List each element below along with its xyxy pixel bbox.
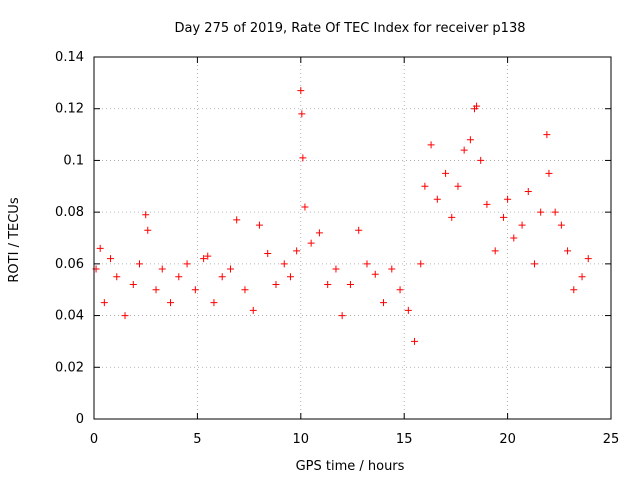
data-point xyxy=(297,87,305,95)
data-point xyxy=(504,195,512,203)
data-point xyxy=(483,200,491,208)
y-tick-label: 0.12 xyxy=(55,102,84,117)
data-point xyxy=(396,286,404,294)
data-point xyxy=(460,146,468,154)
data-point xyxy=(578,273,586,281)
data-point xyxy=(338,312,346,320)
y-tick-label: 0.06 xyxy=(55,257,84,272)
y-tick-label: 0.14 xyxy=(55,50,84,65)
data-point xyxy=(454,182,462,190)
chart-title: Day 275 of 2019, Rate Of TEC Index for r… xyxy=(175,21,526,36)
data-point xyxy=(315,229,323,237)
data-point xyxy=(355,226,363,234)
data-point xyxy=(510,234,518,242)
data-point xyxy=(537,208,545,216)
data-point xyxy=(121,312,129,320)
data-point xyxy=(543,131,551,139)
data-point xyxy=(404,306,412,314)
y-axis-label: ROTI / TECUs xyxy=(7,197,22,282)
y-tick-label: 0 xyxy=(76,412,84,427)
data-point xyxy=(530,260,538,268)
data-points xyxy=(92,87,592,345)
axis-ticks: 0 0.02 0.04 0.06 0.08 0.1 0.12 0.14 0 5 10 15 20 25 xyxy=(55,50,619,447)
data-point xyxy=(200,255,208,263)
data-point xyxy=(218,273,226,281)
data-point xyxy=(421,182,429,190)
data-point xyxy=(293,247,301,255)
x-axis-label: GPS time / hours xyxy=(296,459,405,474)
data-point xyxy=(524,187,532,195)
data-point xyxy=(324,281,332,289)
data-point xyxy=(477,156,485,164)
x-tick-label: 0 xyxy=(90,432,98,447)
data-point xyxy=(135,260,143,268)
data-point xyxy=(175,273,183,281)
gridlines xyxy=(94,57,611,419)
data-point xyxy=(100,299,108,307)
data-point xyxy=(332,265,340,273)
data-point xyxy=(466,136,474,144)
data-point xyxy=(433,195,441,203)
data-point xyxy=(113,273,121,281)
data-point xyxy=(371,270,379,278)
x-tick-label: 10 xyxy=(293,432,310,447)
data-point xyxy=(286,273,294,281)
data-point xyxy=(551,208,559,216)
data-point xyxy=(346,281,354,289)
data-point xyxy=(96,244,104,252)
data-point xyxy=(183,260,191,268)
data-point xyxy=(233,216,241,224)
data-point xyxy=(491,247,499,255)
data-point xyxy=(518,221,526,229)
data-point xyxy=(448,213,456,221)
data-point xyxy=(298,110,306,118)
y-tick-label: 0.04 xyxy=(55,309,84,324)
x-tick-label: 15 xyxy=(396,432,413,447)
data-point xyxy=(142,211,150,219)
x-tick-label: 25 xyxy=(603,432,620,447)
data-point xyxy=(570,286,578,294)
y-tick-label: 0.02 xyxy=(55,360,84,375)
data-point xyxy=(363,260,371,268)
data-point xyxy=(107,255,115,263)
data-point xyxy=(557,221,565,229)
data-point xyxy=(264,250,272,258)
data-point xyxy=(442,169,450,177)
data-point xyxy=(417,260,425,268)
y-tick-label: 0.08 xyxy=(55,205,84,220)
y-tick-label: 0.1 xyxy=(63,153,84,168)
plot-frame xyxy=(93,56,612,420)
data-point xyxy=(152,286,160,294)
data-point xyxy=(241,286,249,294)
data-point xyxy=(167,299,175,307)
data-point xyxy=(307,239,315,247)
data-point xyxy=(249,306,257,314)
data-point xyxy=(301,203,309,211)
data-point xyxy=(299,154,307,162)
data-point xyxy=(388,265,396,273)
data-point xyxy=(204,252,212,260)
x-tick-label: 5 xyxy=(193,432,201,447)
data-point xyxy=(255,221,263,229)
data-point xyxy=(545,169,553,177)
data-point xyxy=(473,102,481,110)
data-point xyxy=(144,226,152,234)
data-point xyxy=(411,337,419,345)
data-point xyxy=(584,255,592,263)
data-point xyxy=(158,265,166,273)
data-point xyxy=(380,299,388,307)
x-tick-label: 20 xyxy=(499,432,516,447)
data-point xyxy=(564,247,572,255)
data-point xyxy=(280,260,288,268)
data-point xyxy=(129,281,137,289)
data-point xyxy=(210,299,218,307)
data-point xyxy=(427,141,435,149)
data-point xyxy=(499,213,507,221)
data-point xyxy=(272,281,280,289)
data-point xyxy=(226,265,234,273)
data-point xyxy=(191,286,199,294)
